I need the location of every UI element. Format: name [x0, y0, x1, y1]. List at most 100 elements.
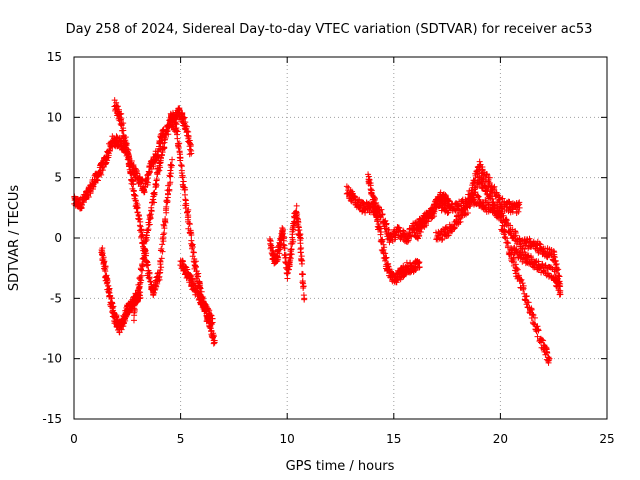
data-point: [176, 140, 183, 147]
data-point: [551, 254, 558, 261]
data-point: [186, 221, 193, 228]
data-point: [503, 216, 510, 223]
data-point: [167, 179, 174, 186]
series-sat-track-d: [130, 105, 195, 324]
series-sat-track-k: [432, 173, 553, 366]
data-point: [393, 279, 400, 286]
data-point: [128, 170, 135, 177]
data-point: [147, 169, 154, 176]
data-point: [158, 264, 165, 271]
data-point: [85, 193, 92, 200]
data-point: [539, 336, 546, 343]
data-point: [513, 265, 520, 272]
data-point: [551, 268, 558, 275]
data-point: [484, 171, 491, 178]
data-point: [188, 150, 195, 157]
data-point: [374, 214, 381, 221]
data-point: [543, 349, 550, 356]
data-point: [211, 337, 218, 344]
x-axis-label: GPS time / hours: [286, 459, 395, 474]
data-point: [163, 209, 170, 216]
data-point: [91, 178, 98, 185]
data-point: [181, 114, 188, 121]
data-point: [531, 314, 538, 321]
data-point: [164, 128, 171, 135]
x-tick-label: 10: [280, 432, 295, 446]
data-point: [382, 217, 389, 224]
data-point: [144, 227, 151, 234]
data-point: [509, 208, 516, 215]
data-point: [534, 333, 541, 340]
data-point: [444, 233, 451, 240]
data-point: [159, 248, 166, 255]
data-point: [484, 184, 491, 191]
data-point: [130, 181, 137, 188]
y-tick-label: 10: [47, 110, 62, 124]
data-point: [297, 237, 304, 244]
data-point: [126, 163, 133, 170]
data-point: [146, 274, 153, 281]
data-point: [157, 157, 164, 164]
data-point: [164, 190, 171, 197]
data-point: [136, 283, 143, 290]
data-point: [507, 222, 514, 229]
data-point: [163, 197, 170, 204]
data-point: [555, 280, 562, 287]
data-point: [512, 230, 519, 237]
y-tick-label: 0: [54, 231, 62, 245]
data-point: [300, 283, 307, 290]
data-point: [142, 235, 149, 242]
data-point: [168, 164, 175, 171]
data-point: [180, 178, 187, 185]
data-point: [456, 216, 463, 223]
data-point: [284, 275, 291, 282]
data-point: [544, 350, 551, 357]
data-point: [153, 283, 160, 290]
data-point: [151, 199, 158, 206]
series-sat-track-j: [411, 158, 523, 242]
data-point: [432, 204, 439, 211]
data-point: [176, 149, 183, 156]
data-point: [374, 217, 381, 224]
data-point: [438, 236, 445, 243]
data-point: [110, 303, 117, 310]
data-point: [208, 312, 215, 319]
data-point: [430, 208, 437, 215]
data-point: [165, 131, 172, 138]
data-point: [296, 232, 303, 239]
data-point: [372, 203, 378, 210]
data-point: [417, 229, 424, 236]
data-point: [500, 212, 507, 219]
data-point: [161, 132, 168, 139]
data-point: [156, 167, 163, 174]
data-point: [147, 278, 154, 285]
data-point: [470, 191, 477, 198]
data-point: [275, 254, 282, 261]
data-point: [185, 206, 192, 213]
data-point: [368, 187, 375, 194]
data-point: [129, 177, 136, 184]
data-point: [178, 161, 185, 168]
data-point: [102, 263, 109, 270]
data-point: [523, 293, 530, 300]
chart-title: Day 258 of 2024, Sidereal Day-to-day VTE…: [66, 22, 593, 37]
series-sat-track-l: [465, 187, 564, 290]
data-point: [101, 258, 108, 265]
axis-ticks: 0 5 10 15 20 25 -15 -10 -5 0 5 10 15: [42, 50, 614, 446]
data-point: [528, 306, 535, 313]
data-point: [377, 225, 384, 232]
data-point: [150, 291, 157, 298]
data-point: [166, 186, 173, 193]
series-sat-track-m: [508, 244, 564, 298]
data-point: [144, 175, 151, 182]
data-point: [210, 340, 217, 347]
data-point: [287, 255, 294, 262]
data-point: [415, 260, 422, 267]
data-point: [519, 280, 526, 287]
data-point: [537, 241, 544, 248]
data-point: [524, 253, 531, 260]
data-point: [137, 276, 144, 283]
data-point: [529, 311, 536, 318]
data-point: [133, 169, 140, 176]
data-point: [154, 280, 161, 287]
